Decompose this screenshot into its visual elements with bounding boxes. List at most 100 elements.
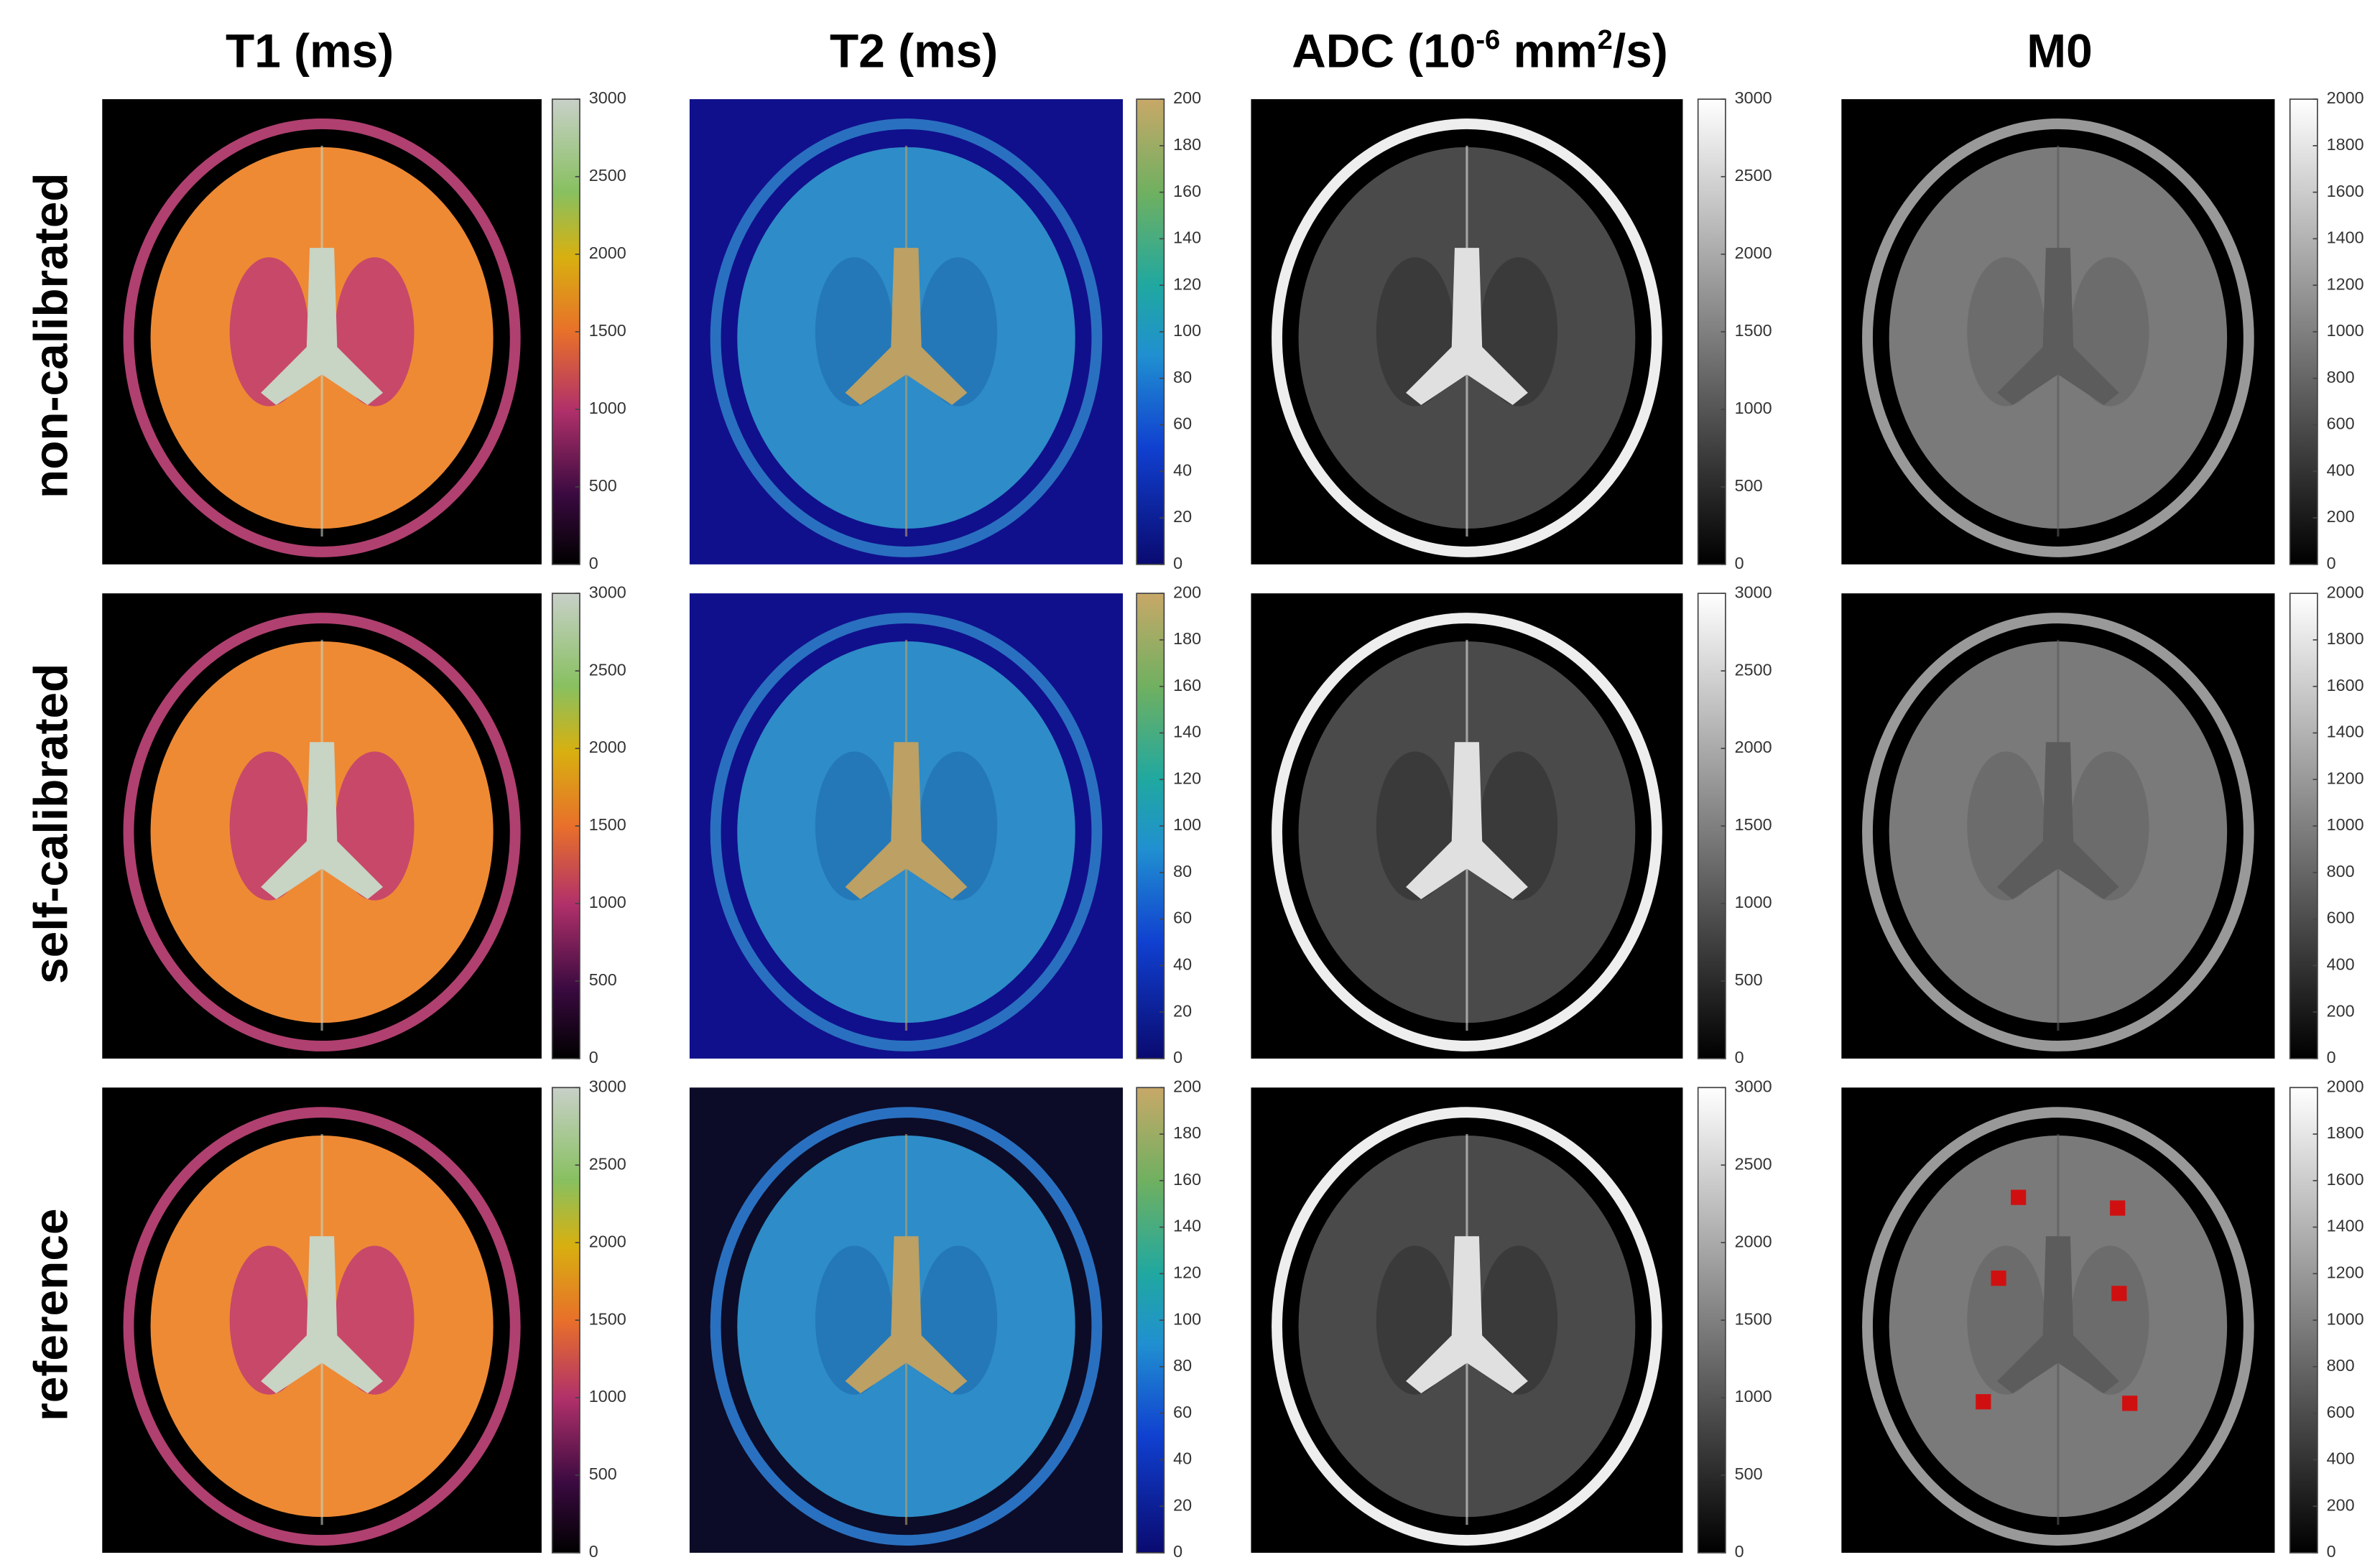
map-image — [689, 99, 1124, 565]
colorbar-tick-label: 1600 — [2327, 182, 2364, 200]
map-image — [1841, 1087, 2275, 1553]
colorbar-tick-label: 1000 — [2327, 1309, 2364, 1328]
colorbar-tick-label: 1600 — [2327, 1170, 2364, 1189]
colorbar-tick-label: 600 — [2327, 414, 2355, 433]
colorbar-tick-label: 2500 — [1735, 166, 1772, 185]
skull-ring — [1862, 119, 2254, 557]
map-image — [102, 99, 542, 565]
skull-ring — [710, 613, 1103, 1051]
colorbar-tick-label: 200 — [1173, 1077, 1201, 1095]
colorbar-tick-label: 160 — [1173, 1170, 1201, 1189]
title-part: T2 (ms) — [830, 24, 998, 77]
roi-marker — [2122, 1396, 2138, 1411]
colorbar-tick-label: 60 — [1173, 1403, 1192, 1421]
column-title: ADC (10-6 mm2/s) — [1292, 24, 1668, 77]
colorbar-tick-label: 3000 — [1735, 1077, 1772, 1095]
skull-ring — [710, 119, 1103, 557]
row-label: self-calibrated — [24, 664, 77, 984]
colorbar-tick-label: 500 — [1735, 970, 1763, 989]
colorbar-tick-label: 1500 — [1735, 1309, 1772, 1328]
colorbar-tick-label: 160 — [1173, 676, 1201, 695]
colorbar-tick-label: 60 — [1173, 414, 1192, 433]
colorbar-tick-label: 0 — [1735, 1542, 1744, 1561]
skull-ring — [123, 613, 521, 1051]
map-image — [1841, 593, 2275, 1059]
colorbar-tick-label: 140 — [1173, 228, 1201, 247]
colorbar-tick-label: 1500 — [589, 815, 626, 834]
colorbar-tick-label: 0 — [1173, 1048, 1182, 1067]
colorbar-tick-label: 2000 — [589, 738, 626, 756]
colorbar-tick-label: 200 — [1173, 582, 1201, 601]
colorbar-tick-label: 400 — [2327, 460, 2355, 479]
colorbar-tick-label: 3000 — [1735, 582, 1772, 601]
colorbar-tick-label: 120 — [1173, 768, 1201, 787]
colorbar-tick-label: 140 — [1173, 1217, 1201, 1235]
colorbar-tick-label: 2500 — [589, 660, 626, 679]
colorbar-tick-label: 400 — [2327, 955, 2355, 974]
colorbar-tick-label: 1000 — [2327, 815, 2364, 834]
colorbar-tick-label: 500 — [589, 1464, 617, 1483]
colorbar-tick-label: 40 — [1173, 460, 1192, 479]
colorbar-tick-label: 800 — [2327, 862, 2355, 881]
colorbar-tick-label: 40 — [1173, 955, 1192, 974]
colorbar-tick-label: 800 — [2327, 1356, 2355, 1375]
colorbar-tick-label: 400 — [2327, 1449, 2355, 1468]
colorbar-tick-label: 20 — [1173, 507, 1192, 526]
colorbar-tick-label: 2000 — [2327, 1077, 2364, 1095]
title-part: ADC (10 — [1292, 24, 1476, 77]
title-part: T1 (ms) — [226, 24, 394, 77]
roi-marker — [2110, 1200, 2126, 1216]
colorbar-tick-label: 0 — [2327, 1542, 2336, 1561]
colorbar-tick-label: 2500 — [1735, 660, 1772, 679]
colorbar-tick-label: 2000 — [589, 243, 626, 262]
colorbar-tick-label: 1000 — [1735, 399, 1772, 417]
colorbar-tick-label: 2000 — [1735, 738, 1772, 756]
colorbar-tick-label: 100 — [1173, 815, 1201, 834]
colorbar-tick-label: 1200 — [2327, 768, 2364, 787]
colorbar-tick-label: 1800 — [2327, 629, 2364, 648]
map-image — [102, 1087, 542, 1553]
colorbar-tick-label: 0 — [2327, 1048, 2336, 1067]
title-part: mm — [1500, 24, 1597, 77]
colorbar-tick-label: 3000 — [589, 1077, 626, 1095]
colorbar-tick-label: 1400 — [2327, 723, 2364, 741]
colorbar-tick-label: 2500 — [589, 1154, 626, 1173]
colorbar-tick-label: 200 — [2327, 1495, 2355, 1514]
colorbar-tick-label: 1000 — [2327, 321, 2364, 340]
colorbar-tick-label: 0 — [2327, 554, 2336, 572]
colorbar-tick-label: 600 — [2327, 909, 2355, 927]
colorbar-tick-label: 0 — [1735, 554, 1744, 572]
colorbar-tick-label: 120 — [1173, 274, 1201, 293]
roi-marker — [1976, 1394, 1991, 1410]
column-title: T1 (ms) — [226, 24, 394, 77]
colorbar-tick-label: 2500 — [1735, 1154, 1772, 1173]
colorbar-tick-label: 3000 — [589, 88, 626, 107]
colorbar-tick-label: 1800 — [2327, 135, 2364, 154]
colorbar-tick-label: 80 — [1173, 862, 1192, 881]
colorbar-tick-label: 80 — [1173, 368, 1192, 386]
title-part: M0 — [2027, 24, 2092, 77]
colorbar-tick-label: 140 — [1173, 723, 1201, 741]
map-image — [1251, 99, 1683, 565]
map-image — [689, 1087, 1124, 1553]
skull-ring — [1272, 613, 1662, 1051]
skull-ring — [123, 1107, 521, 1546]
colorbar-tick-label: 2000 — [1735, 243, 1772, 262]
skull-ring — [710, 1107, 1103, 1546]
colorbar-tick-label: 500 — [1735, 1464, 1763, 1483]
colorbar-tick-label: 1000 — [589, 893, 626, 911]
colorbar-tick-label: 80 — [1173, 1356, 1192, 1375]
colorbar-tick-label: 2000 — [589, 1232, 626, 1250]
colorbar-tick-label: 500 — [1735, 476, 1763, 495]
column-title: M0 — [2027, 24, 2092, 77]
colorbar-tick-label: 20 — [1173, 1001, 1192, 1020]
colorbar-tick-label: 1500 — [1735, 815, 1772, 834]
colorbar-tick-label: 1000 — [589, 1387, 626, 1406]
map-image — [1841, 99, 2275, 565]
colorbar-tick-label: 1500 — [1735, 321, 1772, 340]
roi-marker — [2111, 1286, 2127, 1301]
skull-ring — [1272, 1107, 1662, 1546]
colorbar-tick-label: 1000 — [1735, 893, 1772, 911]
colorbar-tick-label: 100 — [1173, 321, 1201, 340]
colorbar-tick-label: 1000 — [589, 399, 626, 417]
